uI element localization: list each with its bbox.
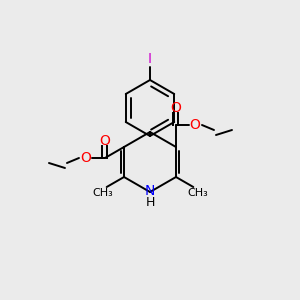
Text: CH₃: CH₃ [187,188,208,198]
Text: O: O [170,101,182,115]
Text: I: I [148,52,152,66]
Text: O: O [190,118,200,132]
Text: O: O [80,151,92,165]
Text: O: O [100,134,110,148]
Text: N: N [145,184,155,198]
Text: CH₃: CH₃ [92,188,113,198]
Text: H: H [145,196,155,208]
